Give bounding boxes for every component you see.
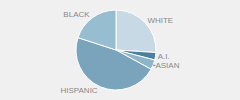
svg-text:WHITE: WHITE	[147, 16, 173, 25]
svg-text:A.I.: A.I.	[158, 52, 170, 61]
svg-text:HISPANIC: HISPANIC	[60, 86, 97, 95]
svg-text:BLACK: BLACK	[63, 10, 90, 19]
svg-text:ASIAN: ASIAN	[155, 61, 179, 70]
